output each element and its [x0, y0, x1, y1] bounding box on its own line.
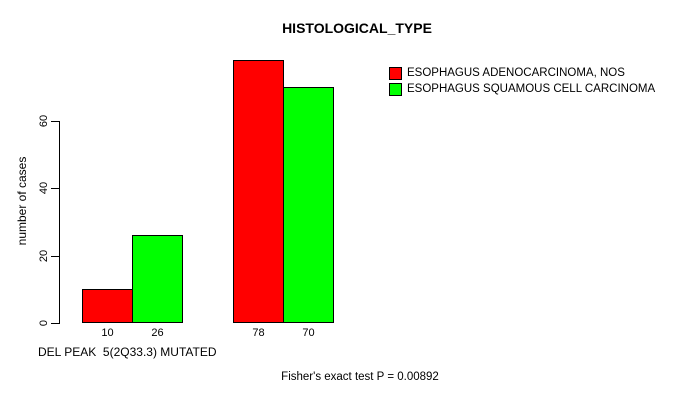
- legend-series-name: ESOPHAGUS ADENOCARCINOMA, NOS: [407, 67, 625, 79]
- bar-value-label: 10: [101, 327, 114, 339]
- legend-swatch: [389, 82, 402, 96]
- bar-series2-group1: [132, 235, 183, 323]
- legend-row: ESOPHAGUS ADENOCARCINOMA, NOS: [389, 65, 655, 81]
- bar-value-label: 78: [252, 327, 265, 339]
- y-axis-label: number of cases: [15, 156, 29, 246]
- bar-series1-group1: [82, 289, 133, 323]
- y-tick-mark: [51, 256, 60, 257]
- y-tick-label: 60: [38, 114, 50, 128]
- y-tick-mark: [51, 323, 60, 324]
- legend-swatch: [389, 66, 402, 80]
- bar-series1-group2: [233, 60, 284, 323]
- y-tick-label: 20: [38, 249, 50, 263]
- chart-title: HISTOLOGICAL_TYPE: [282, 20, 432, 36]
- y-tick-mark: [51, 121, 60, 122]
- legend-series-name: ESOPHAGUS SQUAMOUS CELL CARCINOMA: [407, 83, 656, 95]
- legend: ESOPHAGUS ADENOCARCINOMA, NOS ESOPHAGUS S…: [389, 65, 655, 97]
- y-tick-mark: [51, 188, 60, 189]
- stat-annotation: Fisher's exact test P = 0.00892: [281, 371, 439, 383]
- bar-series2-group2: [283, 87, 334, 323]
- bar-value-label: 70: [302, 327, 315, 339]
- bar-value-label: 26: [151, 327, 164, 339]
- y-tick-label: 40: [38, 181, 50, 195]
- legend-row: ESOPHAGUS SQUAMOUS CELL CARCINOMA: [389, 81, 655, 97]
- y-axis-line: [59, 121, 60, 324]
- x-axis-label: DEL PEAK 5(2Q33.3) MUTATED: [38, 345, 217, 359]
- y-tick-label: 0: [38, 319, 50, 327]
